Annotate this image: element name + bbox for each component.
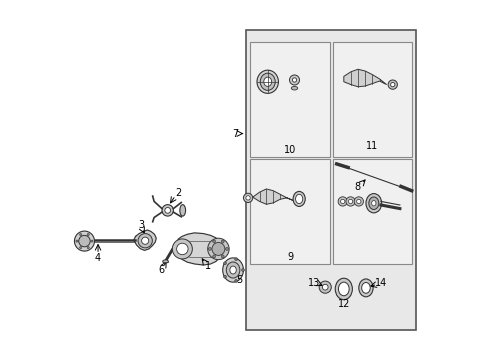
Circle shape — [80, 234, 81, 236]
Circle shape — [138, 234, 152, 248]
Circle shape — [221, 255, 224, 258]
Circle shape — [225, 248, 228, 250]
Circle shape — [142, 237, 148, 244]
Circle shape — [340, 199, 344, 203]
Circle shape — [356, 199, 360, 203]
Circle shape — [79, 235, 90, 247]
Ellipse shape — [338, 282, 348, 296]
Circle shape — [243, 193, 252, 203]
Circle shape — [87, 247, 89, 249]
Circle shape — [87, 234, 89, 236]
Ellipse shape — [361, 283, 369, 293]
Ellipse shape — [263, 77, 271, 86]
Circle shape — [223, 262, 226, 265]
Circle shape — [80, 247, 81, 249]
Text: 1: 1 — [204, 261, 210, 271]
Text: 9: 9 — [286, 252, 293, 262]
Circle shape — [212, 240, 215, 243]
Circle shape — [337, 197, 346, 206]
Circle shape — [221, 240, 224, 243]
Circle shape — [91, 240, 93, 242]
Polygon shape — [134, 230, 156, 250]
Text: 12: 12 — [337, 299, 349, 309]
Ellipse shape — [365, 194, 381, 213]
Circle shape — [322, 284, 327, 290]
Text: 14: 14 — [374, 278, 386, 288]
Circle shape — [345, 197, 354, 206]
Text: 2: 2 — [175, 188, 181, 198]
Ellipse shape — [368, 197, 378, 210]
Text: 6: 6 — [158, 265, 164, 275]
Ellipse shape — [180, 204, 185, 216]
Ellipse shape — [226, 262, 240, 278]
Ellipse shape — [358, 279, 372, 297]
Circle shape — [234, 258, 237, 261]
Circle shape — [234, 279, 237, 282]
Bar — [249, 42, 329, 157]
Text: 13: 13 — [307, 278, 319, 288]
Ellipse shape — [292, 192, 305, 206]
Circle shape — [241, 269, 244, 271]
Ellipse shape — [371, 201, 375, 206]
Circle shape — [212, 255, 215, 258]
Circle shape — [164, 207, 170, 213]
Ellipse shape — [335, 278, 352, 300]
Ellipse shape — [163, 260, 168, 263]
Bar — [249, 158, 329, 264]
Circle shape — [387, 80, 397, 89]
Circle shape — [223, 275, 226, 278]
Bar — [246, 30, 415, 330]
Polygon shape — [252, 189, 293, 204]
Polygon shape — [176, 233, 222, 265]
Circle shape — [76, 240, 78, 242]
Text: 3: 3 — [138, 220, 143, 230]
Circle shape — [319, 281, 331, 293]
Text: 8: 8 — [353, 182, 359, 192]
Circle shape — [390, 82, 394, 87]
Ellipse shape — [222, 258, 243, 282]
Text: 7: 7 — [232, 129, 238, 139]
Circle shape — [245, 196, 250, 200]
Ellipse shape — [295, 194, 302, 203]
Circle shape — [289, 75, 299, 85]
Text: 4: 4 — [95, 253, 101, 263]
Bar — [332, 42, 411, 157]
Text: 5: 5 — [236, 275, 242, 285]
Circle shape — [172, 239, 192, 259]
Ellipse shape — [291, 86, 297, 90]
Polygon shape — [343, 69, 386, 87]
Circle shape — [212, 243, 224, 255]
Text: 11: 11 — [366, 141, 378, 151]
Circle shape — [207, 238, 229, 260]
Text: 10: 10 — [284, 145, 296, 155]
Circle shape — [292, 78, 296, 82]
Ellipse shape — [260, 73, 275, 90]
Circle shape — [162, 204, 173, 216]
Circle shape — [74, 231, 94, 251]
Circle shape — [353, 197, 363, 206]
Circle shape — [208, 248, 211, 250]
Ellipse shape — [257, 70, 278, 93]
Bar — [332, 158, 411, 264]
Circle shape — [348, 199, 352, 203]
Ellipse shape — [229, 266, 236, 274]
Circle shape — [176, 243, 188, 255]
